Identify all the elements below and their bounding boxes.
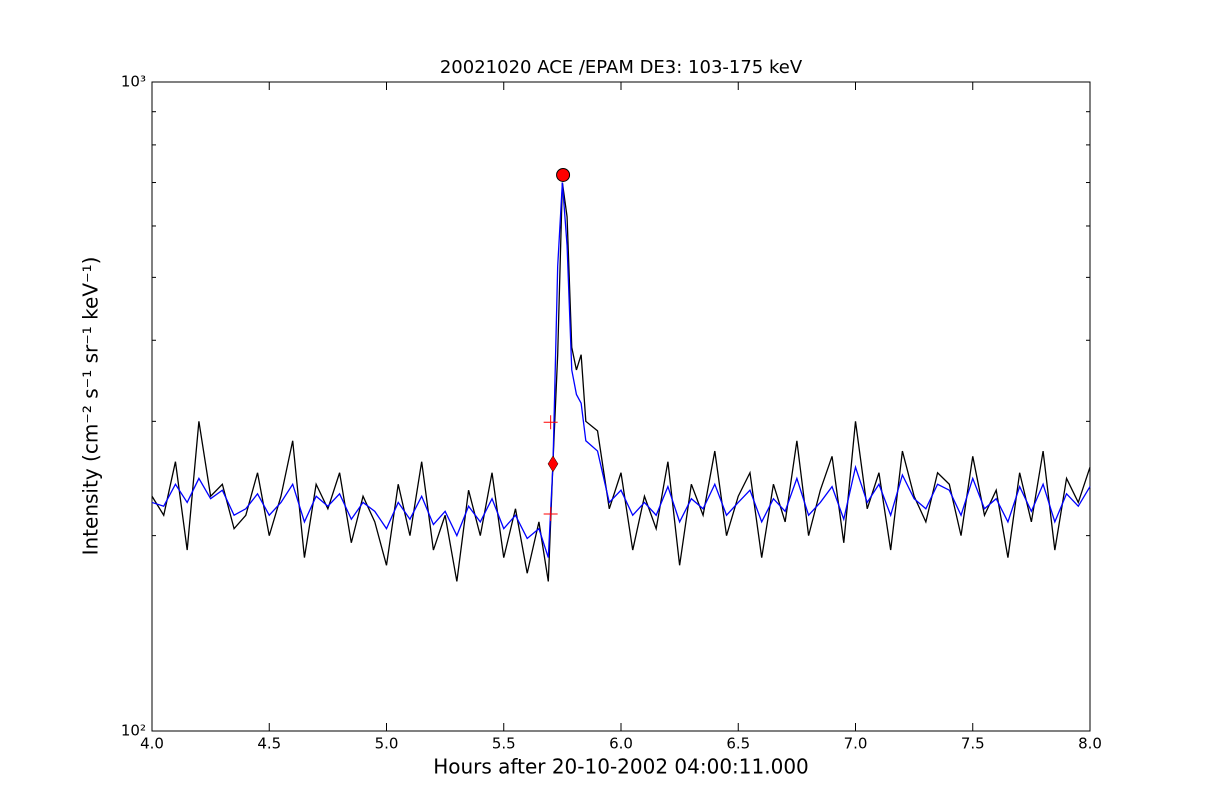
series-line bbox=[151, 182, 1091, 558]
x-tick-label: 4.0 bbox=[140, 735, 164, 753]
x-tick-label: 5.5 bbox=[492, 735, 516, 753]
x-tick-label: 5.0 bbox=[375, 735, 399, 753]
x-tick-label: 7.0 bbox=[844, 735, 868, 753]
y-axis-label: Intensity (cm⁻² s⁻¹ sr⁻¹ keV⁻¹) bbox=[79, 257, 103, 556]
x-axis-label: Hours after 20-10-2002 04:00:11.000 bbox=[433, 755, 809, 779]
x-tick-label: 7.5 bbox=[961, 735, 985, 753]
y-tick-label: 10³ bbox=[121, 73, 146, 91]
chart-title: 20021020 ACE /EPAM DE3: 103-175 keV bbox=[440, 57, 803, 78]
marker-circle bbox=[556, 167, 571, 182]
x-tick-label: 4.5 bbox=[257, 735, 281, 753]
series-line bbox=[151, 182, 1091, 582]
marker-plus bbox=[543, 506, 558, 521]
marker-plus bbox=[543, 415, 558, 430]
marker-diamond bbox=[547, 455, 559, 473]
x-tick-label: 6.5 bbox=[726, 735, 750, 753]
x-tick-label: 6.0 bbox=[609, 735, 633, 753]
y-tick-label: 10² bbox=[121, 722, 146, 740]
x-tick-label: 8.0 bbox=[1078, 735, 1102, 753]
plot-frame bbox=[151, 81, 1091, 732]
